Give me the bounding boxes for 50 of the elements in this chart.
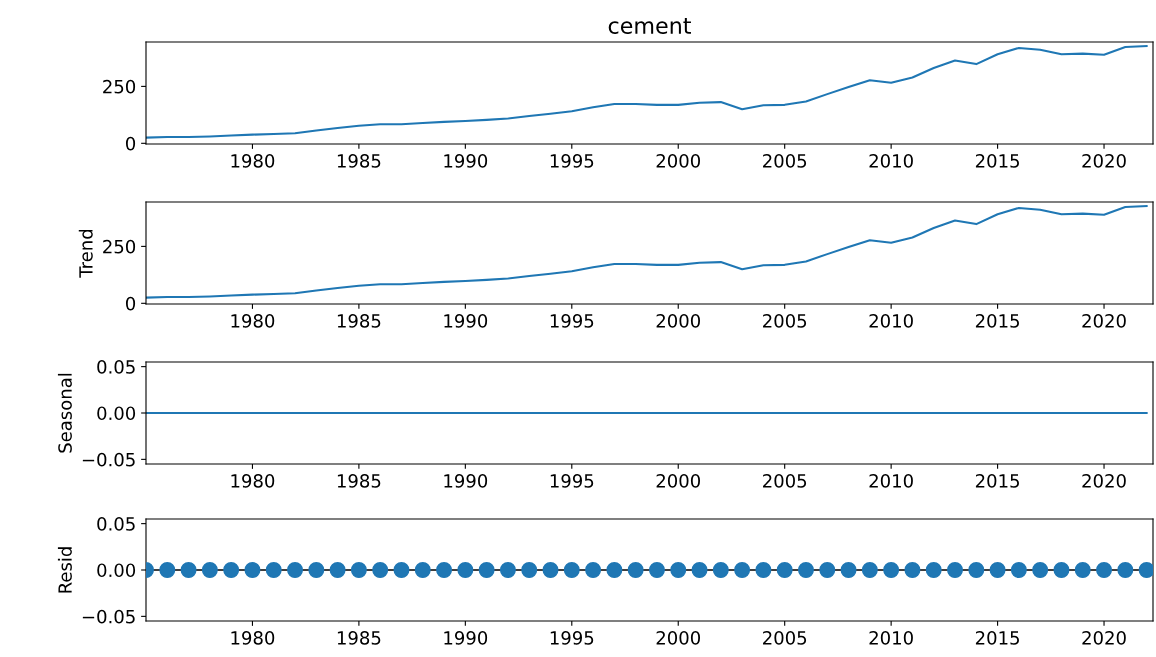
x-tick-label: 1980 <box>231 474 275 488</box>
y-axis-title: Trend <box>78 229 93 278</box>
x-tick-label: 1995 <box>550 631 594 645</box>
x-tick-label: 2000 <box>656 631 701 645</box>
x-tick-label: 2000 <box>656 314 701 328</box>
x-tick-label: 2000 <box>656 474 701 488</box>
x-tick-label: 1980 <box>231 314 275 328</box>
x-tick-label: 1985 <box>337 631 381 645</box>
y-tick-label: 0.00 <box>97 406 136 421</box>
x-tick-label: 1980 <box>231 631 275 645</box>
x-tick-label: 1990 <box>444 474 488 488</box>
x-tick-label: 1985 <box>337 154 381 168</box>
x-tick-label: 2020 <box>1082 154 1126 168</box>
x-tick-label: 1985 <box>337 474 381 488</box>
x-tick-label: 2010 <box>869 314 913 328</box>
x-tick-label: 2005 <box>763 631 807 645</box>
x-tick-label: 1990 <box>444 154 488 168</box>
y-tick-label: −0.05 <box>82 452 135 467</box>
x-tick-label: 1995 <box>550 474 594 488</box>
x-tick-label: 2015 <box>975 154 1019 168</box>
y-tick-label: 250 <box>103 239 136 254</box>
x-tick-label: 2015 <box>975 314 1019 328</box>
x-tick-label: 2010 <box>869 631 913 645</box>
y-tick-label: 0.00 <box>97 563 136 578</box>
y-axis-title: Resid <box>57 547 72 593</box>
x-tick-label: 2000 <box>656 154 701 168</box>
x-tick-label: 2010 <box>869 154 913 168</box>
y-tick-label: 0.05 <box>97 360 135 374</box>
x-tick-label: 1985 <box>337 314 381 328</box>
x-tick-label: 2015 <box>975 474 1019 488</box>
y-tick-label: 0.05 <box>97 517 135 531</box>
y-axis-title: Seasonal <box>57 373 72 453</box>
x-tick-label: 2020 <box>1082 631 1126 645</box>
x-tick-label: 1995 <box>550 154 594 168</box>
x-tick-label: 1990 <box>444 314 488 328</box>
y-tick-label: 0 <box>125 296 136 311</box>
x-tick-label: 2020 <box>1082 474 1126 488</box>
x-tick-label: 1980 <box>231 154 275 168</box>
y-tick-label: 250 <box>103 79 136 94</box>
chart-title: cement <box>608 18 691 34</box>
y-tick-label: −0.05 <box>82 609 135 624</box>
x-tick-label: 2015 <box>975 631 1019 645</box>
x-tick-label: 2020 <box>1082 314 1126 328</box>
x-tick-label: 2010 <box>869 474 913 488</box>
x-tick-label: 2005 <box>763 474 807 488</box>
y-tick-label: 0 <box>125 136 136 151</box>
x-tick-label: 1990 <box>444 631 488 645</box>
x-tick-label: 2005 <box>763 154 807 168</box>
x-tick-label: 2005 <box>763 314 807 328</box>
x-tick-label: 1995 <box>550 314 594 328</box>
